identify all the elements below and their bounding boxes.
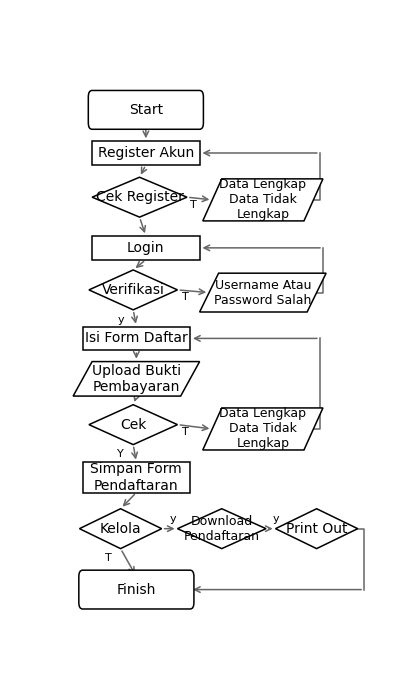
Text: y: y bbox=[169, 514, 176, 524]
Text: Start: Start bbox=[129, 103, 163, 117]
Bar bbox=[82, 463, 190, 493]
Polygon shape bbox=[89, 270, 177, 310]
FancyBboxPatch shape bbox=[88, 90, 204, 130]
Text: Register Akun: Register Akun bbox=[98, 146, 194, 160]
Text: Isi Form Daftar: Isi Form Daftar bbox=[85, 331, 188, 345]
Text: Download
Pendaftaran: Download Pendaftaran bbox=[184, 514, 260, 542]
Bar bbox=[82, 326, 190, 350]
FancyBboxPatch shape bbox=[79, 570, 194, 609]
Text: Login: Login bbox=[127, 241, 164, 255]
Text: Print Out: Print Out bbox=[286, 522, 347, 536]
Text: Cek Register: Cek Register bbox=[95, 190, 184, 204]
Text: Y: Y bbox=[117, 449, 124, 459]
Bar bbox=[92, 141, 200, 165]
Text: T: T bbox=[182, 293, 189, 302]
Text: Cek: Cek bbox=[120, 418, 146, 432]
Text: T: T bbox=[190, 199, 197, 210]
Text: Data Lengkap
Data Tidak
Lengkap: Data Lengkap Data Tidak Lengkap bbox=[220, 407, 306, 451]
Text: T: T bbox=[182, 427, 189, 438]
Bar bbox=[92, 236, 200, 260]
Text: Verifikasi: Verifikasi bbox=[102, 283, 165, 297]
Polygon shape bbox=[203, 408, 323, 450]
Text: Username Atau
Password Salah: Username Atau Password Salah bbox=[214, 279, 312, 307]
Polygon shape bbox=[73, 362, 200, 396]
Text: y: y bbox=[272, 514, 279, 524]
Polygon shape bbox=[200, 273, 326, 312]
Text: Finish: Finish bbox=[117, 582, 156, 596]
Polygon shape bbox=[203, 179, 323, 221]
Text: Data Lengkap
Data Tidak
Lengkap: Data Lengkap Data Tidak Lengkap bbox=[220, 178, 306, 221]
Polygon shape bbox=[177, 509, 266, 549]
Text: Kelola: Kelola bbox=[100, 522, 142, 536]
Polygon shape bbox=[92, 177, 187, 217]
Polygon shape bbox=[275, 509, 358, 549]
Text: Upload Bukti
Pembayaran: Upload Bukti Pembayaran bbox=[92, 364, 181, 394]
Polygon shape bbox=[89, 405, 177, 444]
Text: y: y bbox=[117, 314, 124, 325]
Text: Simpan Form
Pendaftaran: Simpan Form Pendaftaran bbox=[91, 463, 182, 493]
Text: T: T bbox=[104, 553, 111, 564]
Polygon shape bbox=[80, 509, 162, 549]
